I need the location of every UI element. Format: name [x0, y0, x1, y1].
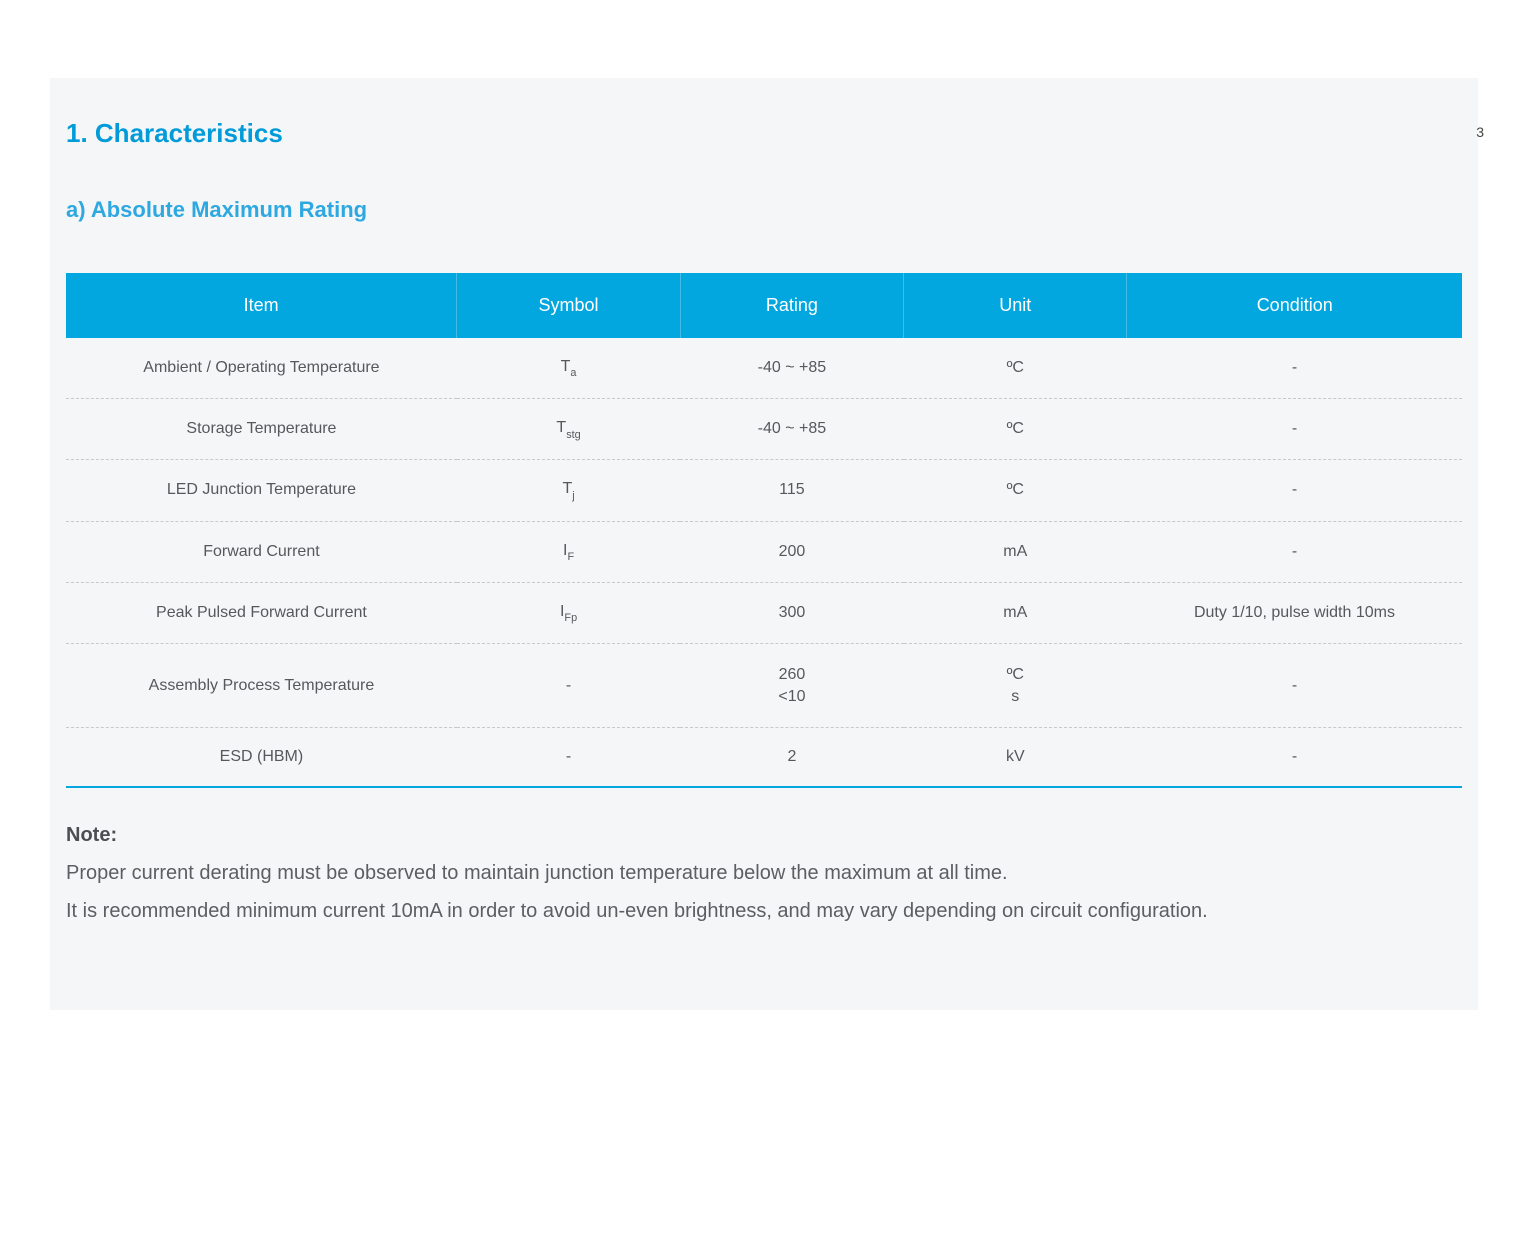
cell-item: Peak Pulsed Forward Current — [66, 582, 457, 643]
cell-rating: 300 — [680, 582, 903, 643]
cell-unit: mA — [904, 521, 1127, 582]
table-row: Storage Temperature Tstg -40 ~ +85 ºC - — [66, 399, 1462, 460]
cell-rating: 260 <10 — [680, 643, 903, 727]
cell-rating: -40 ~ +85 — [680, 399, 903, 460]
col-header-unit: Unit — [904, 273, 1127, 338]
col-header-symbol: Symbol — [457, 273, 680, 338]
table-row: Assembly Process Temperature - 260 <10 º… — [66, 643, 1462, 727]
cell-rating: -40 ~ +85 — [680, 338, 903, 399]
cell-symbol: Tstg — [457, 399, 680, 460]
cell-item: Assembly Process Temperature — [66, 643, 457, 727]
cell-condition: Duty 1/10, pulse width 10ms — [1127, 582, 1462, 643]
note-title: Note: — [66, 816, 1462, 854]
cell-condition: - — [1127, 643, 1462, 727]
cell-symbol: - — [457, 728, 680, 788]
col-header-condition: Condition — [1127, 273, 1462, 338]
cell-item: ESD (HBM) — [66, 728, 457, 788]
cell-item: Forward Current — [66, 521, 457, 582]
cell-condition: - — [1127, 728, 1462, 788]
heading-characteristics: 1. Characteristics — [50, 118, 1478, 149]
cell-item: LED Junction Temperature — [66, 460, 457, 521]
table-row: ESD (HBM) - 2 kV - — [66, 728, 1462, 788]
cell-unit: ºC — [904, 338, 1127, 399]
ratings-table-container: Item Symbol Rating Unit Condition Ambien… — [66, 273, 1462, 788]
cell-condition: - — [1127, 521, 1462, 582]
col-header-item: Item — [66, 273, 457, 338]
cell-rating: 2 — [680, 728, 903, 788]
cell-item: Ambient / Operating Temperature — [66, 338, 457, 399]
table-row: Peak Pulsed Forward Current IFp 300 mA D… — [66, 582, 1462, 643]
cell-symbol: Tj — [457, 460, 680, 521]
ratings-table: Item Symbol Rating Unit Condition Ambien… — [66, 273, 1462, 788]
table-header-row: Item Symbol Rating Unit Condition — [66, 273, 1462, 338]
cell-symbol: Ta — [457, 338, 680, 399]
cell-symbol: IFp — [457, 582, 680, 643]
cell-unit: ºC — [904, 460, 1127, 521]
cell-unit: ºC s — [904, 643, 1127, 727]
cell-condition: - — [1127, 338, 1462, 399]
heading-absolute-maximum-rating: a) Absolute Maximum Rating — [50, 149, 1478, 223]
page-number: 3 — [1476, 124, 1484, 140]
content-panel: 1. Characteristics a) Absolute Maximum R… — [50, 78, 1478, 1010]
page: 3 1. Characteristics a) Absolute Maximum… — [0, 78, 1528, 1245]
table-row: Forward Current IF 200 mA - — [66, 521, 1462, 582]
cell-symbol: IF — [457, 521, 680, 582]
col-header-rating: Rating — [680, 273, 903, 338]
note-block: Note: Proper current derating must be ob… — [66, 816, 1462, 930]
cell-condition: - — [1127, 399, 1462, 460]
cell-item: Storage Temperature — [66, 399, 457, 460]
cell-rating: 115 — [680, 460, 903, 521]
cell-unit: ºC — [904, 399, 1127, 460]
cell-symbol: - — [457, 643, 680, 727]
table-row: Ambient / Operating Temperature Ta -40 ~… — [66, 338, 1462, 399]
cell-condition: - — [1127, 460, 1462, 521]
cell-unit: mA — [904, 582, 1127, 643]
note-line: Proper current derating must be observed… — [66, 854, 1462, 892]
cell-unit: kV — [904, 728, 1127, 788]
note-line: It is recommended minimum current 10mA i… — [66, 892, 1462, 930]
table-row: LED Junction Temperature Tj 115 ºC - — [66, 460, 1462, 521]
cell-rating: 200 — [680, 521, 903, 582]
